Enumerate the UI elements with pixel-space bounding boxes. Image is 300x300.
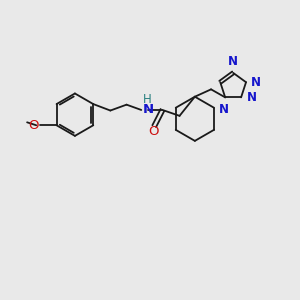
Text: H: H: [142, 93, 151, 106]
Text: N: N: [219, 103, 229, 116]
Text: N: N: [228, 55, 238, 68]
Text: N: N: [246, 91, 256, 104]
Text: N: N: [142, 103, 154, 116]
Text: N: N: [251, 76, 261, 89]
Text: O: O: [29, 119, 39, 132]
Text: O: O: [148, 125, 159, 138]
